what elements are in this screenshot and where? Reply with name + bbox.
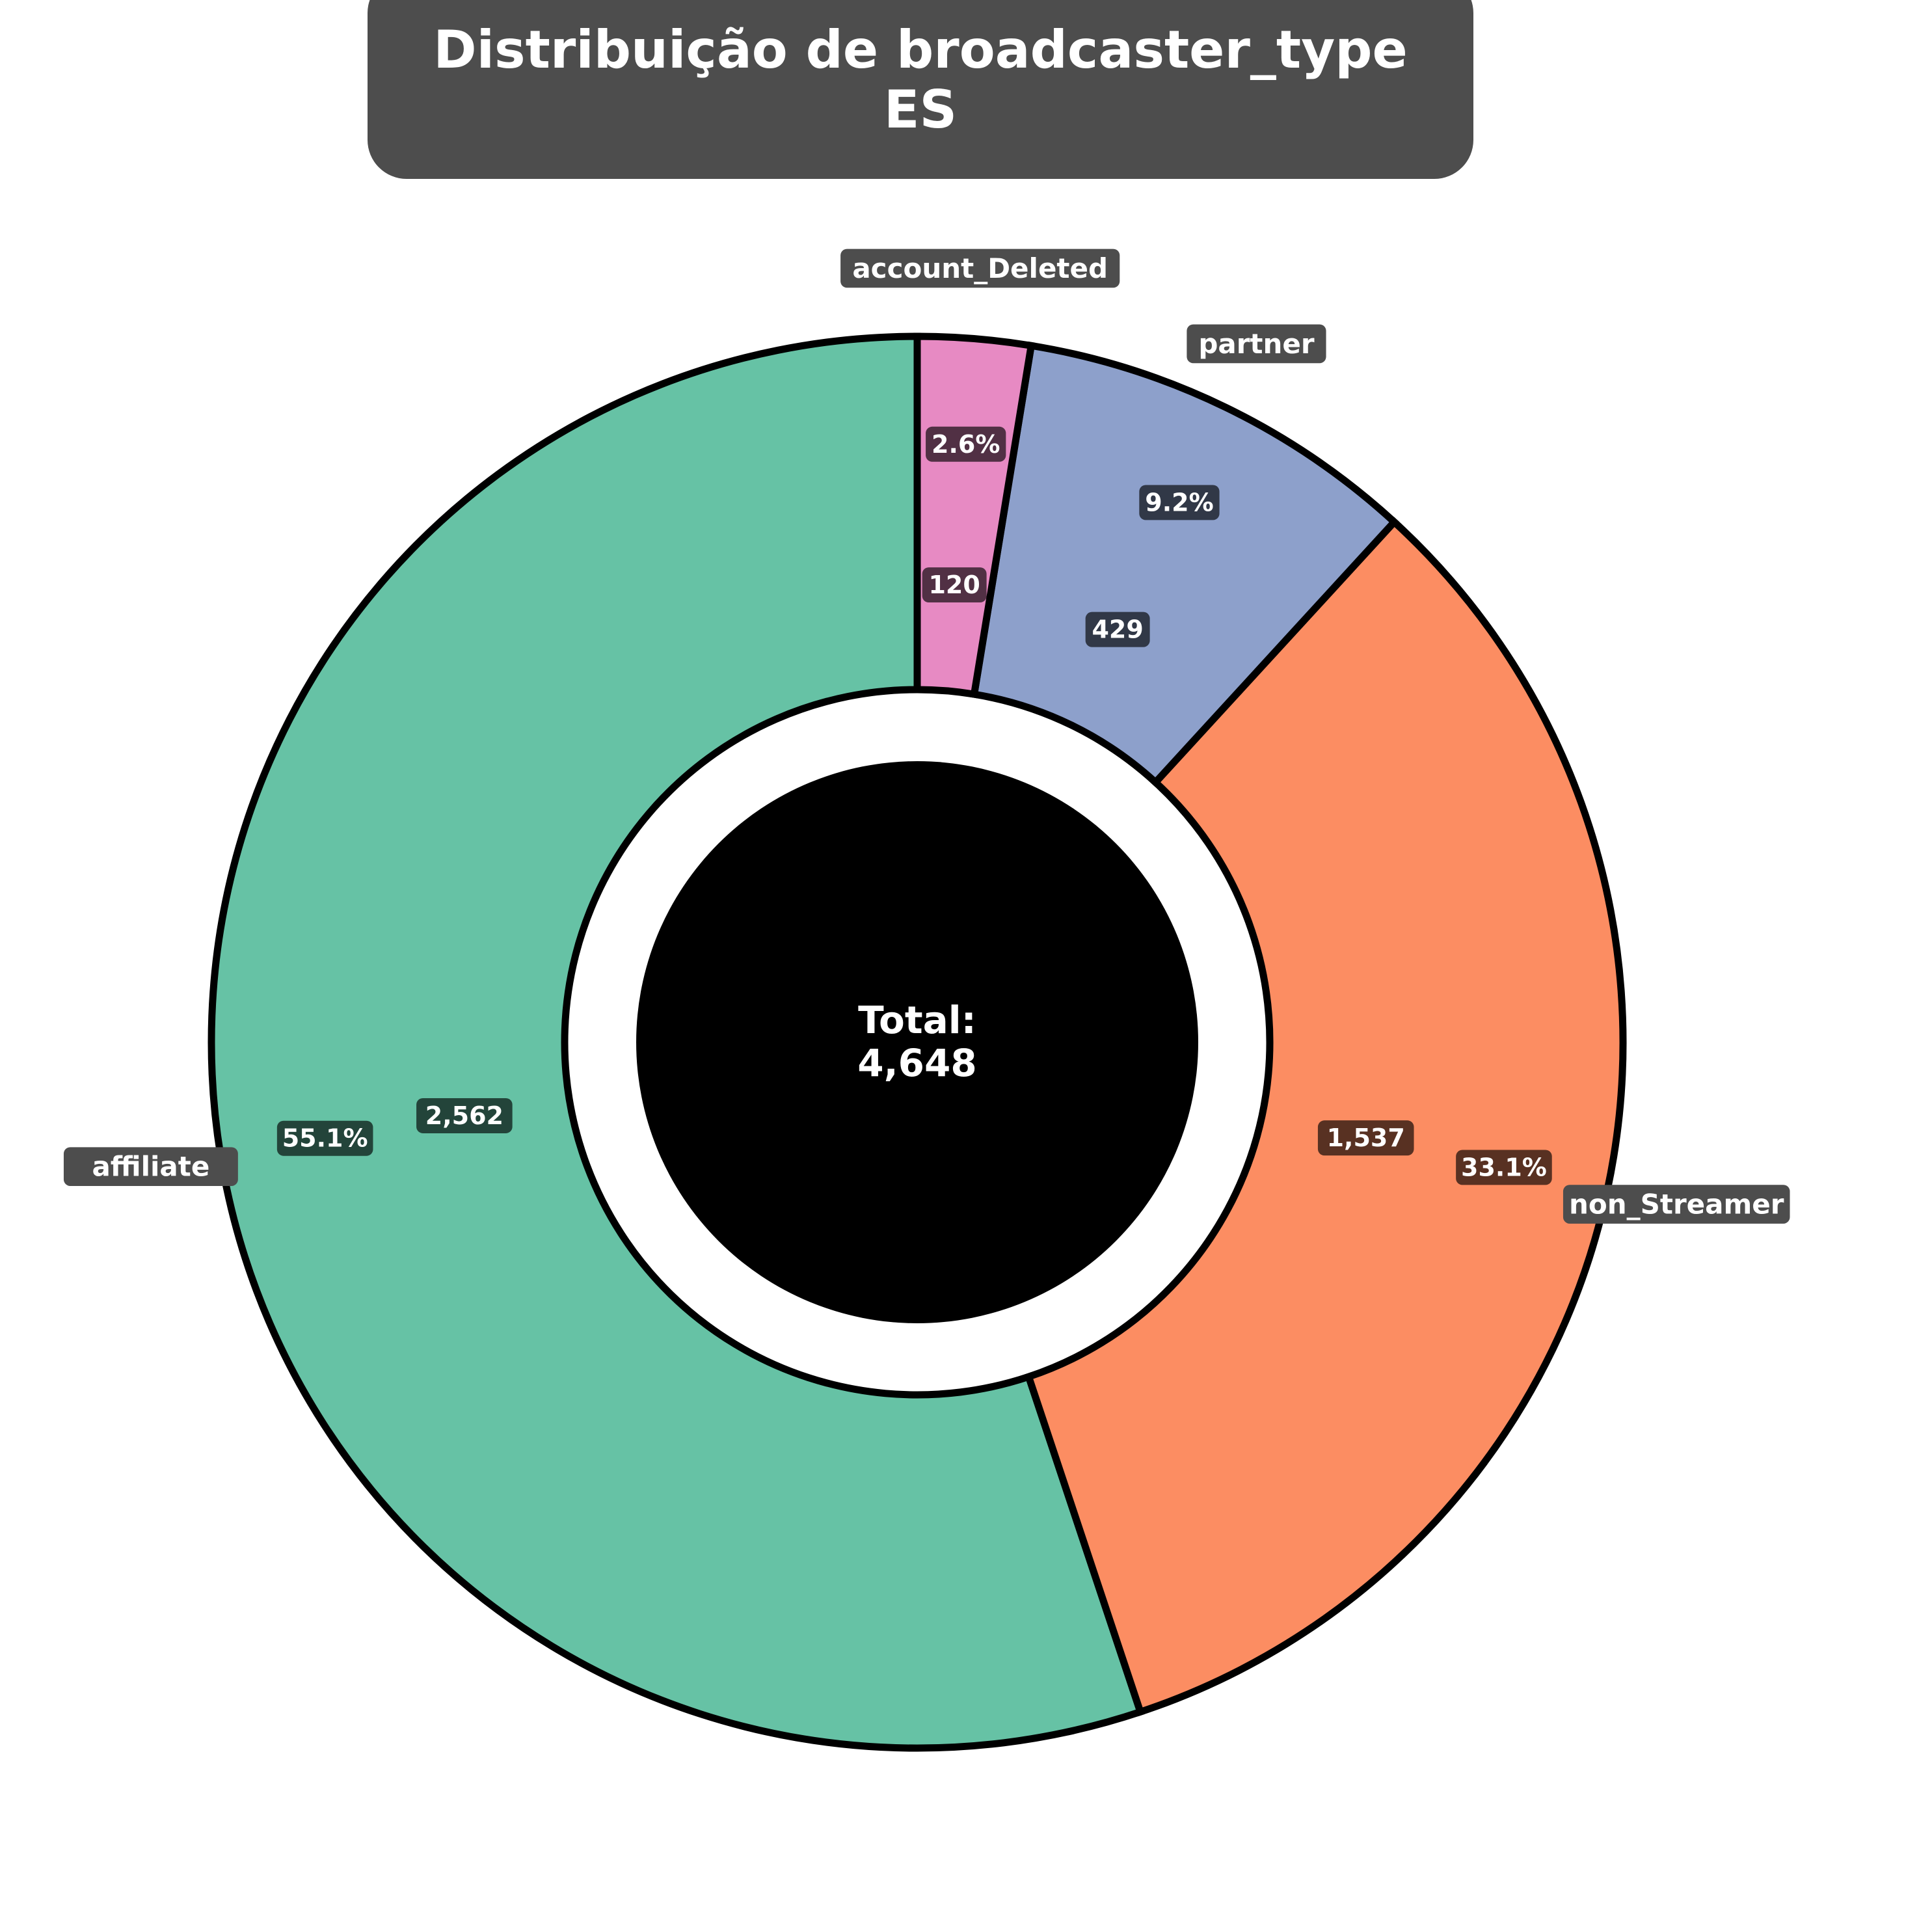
value-label-affiliate: 2,562 xyxy=(416,1098,513,1133)
chart-subtitle: ES xyxy=(883,79,958,140)
center-group: Total:4,648 xyxy=(636,761,1198,1323)
svg-text:33.1%: 33.1% xyxy=(1461,1153,1547,1181)
category-label-non-streamer: non_Streamer xyxy=(1563,1185,1790,1224)
slice-partner xyxy=(970,341,1400,788)
value-label-account-deleted: 120 xyxy=(922,567,987,603)
value-label-partner: 429 xyxy=(1085,612,1150,647)
slices-group xyxy=(208,332,1627,1752)
svg-text:9.2%: 9.2% xyxy=(1145,488,1213,517)
svg-text:120: 120 xyxy=(928,571,980,599)
category-label-account-deleted: account_Deleted xyxy=(840,249,1120,288)
percent-label-non-streamer: 33.1% xyxy=(1456,1150,1552,1185)
svg-text:account_Deleted: account_Deleted xyxy=(852,252,1108,284)
center-total-label: Total: xyxy=(858,998,976,1042)
svg-text:non_Streamer: non_Streamer xyxy=(1569,1189,1784,1220)
slice-non-streamer xyxy=(1024,517,1627,1717)
chart-title-box: Distribuição de broadcaster_type ES xyxy=(368,0,1473,179)
percent-label-affiliate: 55.1% xyxy=(276,1120,373,1156)
svg-text:2,562: 2,562 xyxy=(425,1101,503,1130)
value-label-non-streamer: 1,537 xyxy=(1317,1120,1414,1156)
slice-affiliate xyxy=(208,332,1146,1752)
category-label-partner: partner xyxy=(1187,324,1326,364)
slice-account-deleted xyxy=(913,332,1036,699)
labels-group: affiliate 55.1% 2,562 non_Streamer 33.1% 1,53… xyxy=(63,249,1790,1224)
center-total-value: 4,648 xyxy=(857,1041,976,1085)
svg-text:1,537: 1,537 xyxy=(1327,1124,1405,1152)
center-disk xyxy=(636,761,1198,1323)
svg-text:2.6%: 2.6% xyxy=(932,430,1000,459)
percent-label-account-deleted: 2.6% xyxy=(926,426,1006,462)
percent-label-partner: 9.2% xyxy=(1139,485,1220,520)
svg-text:affiliate: affiliate xyxy=(92,1151,209,1183)
svg-text:429: 429 xyxy=(1092,615,1143,644)
svg-text:55.1%: 55.1% xyxy=(282,1124,368,1153)
chart-title: Distribuição de broadcaster_type xyxy=(433,20,1408,80)
category-label-affiliate: affiliate xyxy=(63,1147,238,1186)
svg-text:partner: partner xyxy=(1198,328,1315,360)
